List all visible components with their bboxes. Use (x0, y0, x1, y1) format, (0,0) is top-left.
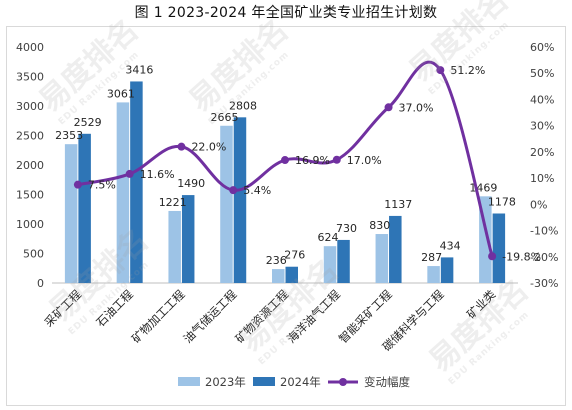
legend-swatch-2024 (253, 377, 275, 386)
change-rate-label: 16.9% (295, 154, 330, 167)
y-right-tick-label: 30% (530, 120, 554, 133)
x-category-label: 矿业类 (464, 287, 499, 322)
change-rate-point (73, 180, 82, 189)
chart-title: 图 1 2023-2024 年全国矿业类专业招生计划数 (134, 5, 438, 21)
y-left-tick-label: 1500 (16, 189, 44, 202)
bar-2023-value-label: 2665 (210, 111, 238, 124)
y-left-tick-label: 4000 (16, 41, 44, 54)
bar-2023 (220, 125, 233, 283)
bar-2023-value-label: 236 (266, 254, 287, 267)
chart-frame (6, 26, 566, 406)
change-rate-point (488, 252, 497, 261)
change-rate-label: 17.0% (347, 154, 382, 167)
bar-2024 (440, 257, 454, 283)
bar-2024-value-label: 3416 (125, 63, 153, 76)
change-rate-point (177, 142, 186, 151)
change-rate-label: 22.0% (191, 141, 226, 154)
change-rate-label: 51.2% (450, 64, 485, 77)
bar-2023 (116, 102, 130, 283)
y-right-tick-label: 50% (530, 67, 554, 80)
legend-label-2024: 2024年 (280, 375, 321, 389)
bar-2023-value-label: 1221 (159, 196, 187, 209)
bar-2024-value-label: 2529 (74, 116, 102, 129)
legend-label-2023: 2023年 (205, 375, 246, 389)
bar-2023-value-label: 2353 (55, 129, 83, 142)
x-category-label: 油气储运工程 (181, 287, 240, 346)
bar-2023 (427, 266, 440, 283)
y-right-tick-label: 0% (530, 198, 547, 211)
change-rate-point (281, 156, 289, 165)
y-left-tick-label: 2000 (16, 159, 44, 172)
bar-2024 (130, 81, 143, 284)
y-right-tick-label: -20% (530, 251, 558, 264)
bar-2024 (285, 266, 298, 283)
bar-2024 (233, 117, 247, 283)
bar-2024 (78, 133, 91, 283)
bar-2024 (492, 213, 506, 283)
bar-2023-value-label: 287 (421, 251, 442, 264)
bar-2024-value-label: 1137 (384, 198, 412, 211)
x-category-label: 矿物资源工程 (232, 287, 291, 346)
y-left-tick-label: 1000 (16, 218, 44, 231)
x-category-label: 石油工程 (93, 287, 136, 330)
bar-2023-value-label: 624 (318, 231, 339, 244)
y-right-tick-label: -10% (530, 225, 558, 238)
change-rate-label: 5.4% (243, 184, 271, 197)
x-category-label: 矿物加工工程 (129, 287, 188, 346)
change-rate-point (125, 169, 134, 178)
bar-2024-value-label: 730 (336, 222, 357, 235)
change-rate-point (384, 103, 393, 112)
change-rate-label: 11.6% (140, 168, 175, 181)
y-left-tick-label: 2500 (16, 130, 44, 143)
y-right-tick-label: -30% (530, 277, 558, 290)
y-right-tick-label: 40% (530, 93, 554, 106)
bar-2023 (168, 210, 181, 283)
y-left-tick-label: 500 (23, 248, 44, 261)
bar-2023-value-label: 830 (369, 219, 390, 232)
bar-2024 (389, 215, 402, 283)
y-right-tick-label: 20% (530, 146, 554, 159)
y-right-tick-label: 60% (530, 41, 554, 54)
change-rate-point (436, 66, 445, 75)
legend-swatch-2023 (178, 377, 200, 386)
x-category-label: 采矿工程 (42, 287, 85, 330)
bar-2023-value-label: 3061 (107, 87, 135, 100)
change-rate-point (229, 186, 238, 195)
bar-2024-value-label: 1490 (177, 177, 205, 190)
legend-marker-change (339, 378, 347, 386)
change-rate-label: 7.5% (88, 179, 116, 192)
change-rate-label: 37.0% (399, 101, 434, 114)
bar-2023 (323, 246, 337, 283)
bar-2024-value-label: 1178 (488, 195, 516, 208)
bar-2024 (181, 195, 195, 283)
bar-2023 (64, 144, 78, 283)
bar-2023 (272, 269, 285, 283)
bar-2024-value-label: 434 (440, 239, 461, 252)
bar-2024-value-label: 2808 (229, 99, 257, 112)
bar-2024-value-label: 276 (284, 249, 305, 262)
y-right-tick-label: 10% (530, 172, 554, 185)
x-category-label: 海洋油气工程 (284, 287, 343, 346)
change-rate-label: -19.8% (502, 250, 541, 263)
change-rate-point (332, 155, 341, 164)
y-left-tick-label: 0 (37, 277, 44, 290)
bar-2024 (337, 239, 350, 283)
bar-2023 (375, 234, 389, 283)
y-left-tick-label: 3000 (16, 100, 44, 113)
legend-label-change: 变动幅度 (364, 375, 410, 389)
y-left-tick-label: 3500 (16, 71, 44, 84)
